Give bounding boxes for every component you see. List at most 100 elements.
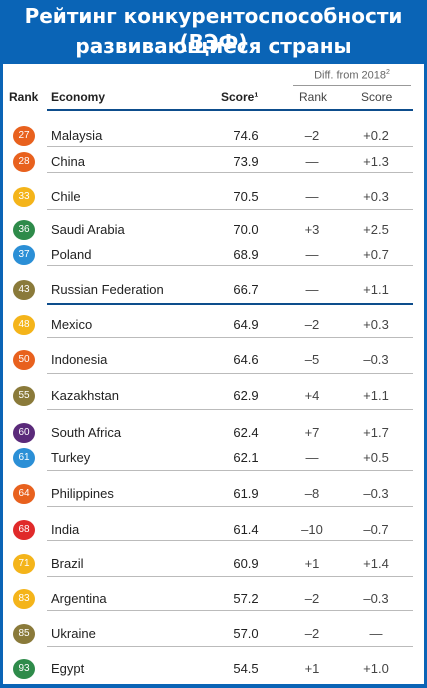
diff-rank-value: –5 <box>304 352 320 367</box>
economy-name: Philippines <box>51 486 114 501</box>
score-value: 64.9 <box>233 317 259 332</box>
diff-rank-value: — <box>305 154 319 169</box>
table-row: 64 Philippines 61.9 –8 –0.3 <box>3 482 424 506</box>
diff-score-value: +0.3 <box>363 189 389 204</box>
table-row: 61 Turkey 62.1 — +0.5 <box>3 446 424 470</box>
economy-name: Kazakhstan <box>51 388 119 403</box>
score-value: 66.7 <box>233 282 259 297</box>
score-value: 62.1 <box>233 450 259 465</box>
col-header-diff-score: Score <box>361 90 393 104</box>
score-value: 62.9 <box>233 388 259 403</box>
economy-name: China <box>51 154 85 169</box>
economy-name: Ukraine <box>51 626 96 641</box>
rank-badge: 33 <box>13 187 35 207</box>
row-divider <box>47 470 413 471</box>
row-divider <box>47 540 413 541</box>
page-title: Рейтинг конкурентоспособности (ВЭФ) разв… <box>0 0 427 62</box>
score-value: 54.5 <box>233 661 259 676</box>
diff-header: Diff. from 20182 <box>293 69 411 86</box>
diff-rank-value: –2 <box>304 591 320 606</box>
col-header-economy: Economy <box>51 90 106 104</box>
diff-score-value: –0.7 <box>363 522 389 537</box>
rank-badge: 50 <box>13 350 35 370</box>
rank-badge: 93 <box>13 659 35 679</box>
economy-name: Mexico <box>51 317 93 332</box>
table-row: 60 South Africa 62.4 +7 +1.7 <box>3 421 424 445</box>
diff-rank-value: — <box>305 189 319 204</box>
economy-name: Malaysia <box>51 128 103 143</box>
row-divider <box>47 373 413 374</box>
diff-rank-value: –2 <box>304 128 320 143</box>
diff-score-value: +0.7 <box>363 247 389 262</box>
table-row: 33 Chile 70.5 — +0.3 <box>3 185 424 209</box>
diff-score-value: +0.5 <box>363 450 389 465</box>
score-value: 62.4 <box>233 425 259 440</box>
economy-name: Brazil <box>51 556 84 571</box>
economy-name: Saudi Arabia <box>51 222 125 237</box>
diff-header-note: 2 <box>386 69 390 76</box>
diff-score-value: +1.1 <box>363 388 389 403</box>
rank-badge: 37 <box>13 245 35 265</box>
row-divider <box>47 506 413 507</box>
rank-badge: 28 <box>13 152 35 172</box>
diff-rank-value: — <box>305 247 319 262</box>
diff-rank-value: — <box>305 450 319 465</box>
diff-rank-value: +1 <box>304 661 320 676</box>
rank-badge: 27 <box>13 126 35 146</box>
diff-rank-value: +7 <box>304 425 320 440</box>
table-row: 27 Malaysia 74.6 –2 +0.2 <box>3 124 424 148</box>
diff-rank-value: –10 <box>301 522 323 537</box>
diff-score-value: +2.5 <box>363 222 389 237</box>
row-divider <box>47 610 413 611</box>
table-row: 85 Ukraine 57.0 –2 — <box>3 622 424 646</box>
score-value: 61.9 <box>233 486 259 501</box>
table-row: 55 Kazakhstan 62.9 +4 +1.1 <box>3 384 424 408</box>
row-divider <box>47 576 413 577</box>
table-row: 68 India 61.4 –10 –0.7 <box>3 518 424 542</box>
table-row: 48 Mexico 64.9 –2 +0.3 <box>3 313 424 337</box>
score-value: 57.0 <box>233 626 259 641</box>
table-row: 36 Saudi Arabia 70.0 +3 +2.5 <box>3 218 424 242</box>
score-value: 60.9 <box>233 556 259 571</box>
table-row: 83 Argentina 57.2 –2 –0.3 <box>3 587 424 611</box>
score-value: 70.0 <box>233 222 259 237</box>
diff-score-value: +1.0 <box>363 661 389 676</box>
score-value: 73.9 <box>233 154 259 169</box>
rank-badge: 64 <box>13 484 35 504</box>
diff-score-value: +0.3 <box>363 317 389 332</box>
economy-name: South Africa <box>51 425 122 440</box>
title-line-2: развивающиеся страны <box>75 34 352 58</box>
diff-score-value: +1.1 <box>363 282 389 297</box>
diff-score-value: +0.2 <box>363 128 389 143</box>
diff-rank-value: –8 <box>304 486 320 501</box>
rank-badge: 36 <box>13 220 35 240</box>
rank-badge: 85 <box>13 624 35 644</box>
table-row: 93 Egypt 54.5 +1 +1.0 <box>3 657 424 681</box>
diff-score-value: +1.7 <box>363 425 389 440</box>
diff-rank-value: –2 <box>304 317 320 332</box>
rank-badge: 55 <box>13 386 35 406</box>
diff-score-value: –0.3 <box>363 591 389 606</box>
economy-name: Russian Federation <box>51 282 164 297</box>
col-header-score: Score¹ <box>221 90 259 104</box>
row-divider <box>47 303 413 305</box>
score-value: 74.6 <box>233 128 259 143</box>
diff-rank-value: +1 <box>304 556 320 571</box>
score-value: 57.2 <box>233 591 259 606</box>
row-divider <box>47 172 413 173</box>
diff-score-value: +1.3 <box>363 154 389 169</box>
col-header-rank: Rank <box>9 90 39 104</box>
row-divider <box>47 265 413 266</box>
row-divider <box>47 409 413 410</box>
rank-badge: 83 <box>13 589 35 609</box>
economy-name: Egypt <box>51 661 85 676</box>
diff-rank-value: — <box>305 282 319 297</box>
title-line-1: Рейтинг конкурентоспособности (ВЭФ) <box>24 4 403 54</box>
economy-name: Poland <box>51 247 92 262</box>
rank-badge: 61 <box>13 448 35 468</box>
economy-name: Indonesia <box>51 352 108 367</box>
row-divider <box>47 646 413 647</box>
row-divider <box>47 337 413 338</box>
economy-name: Chile <box>51 189 81 204</box>
diff-header-label: Diff. from 2018 <box>314 69 387 82</box>
